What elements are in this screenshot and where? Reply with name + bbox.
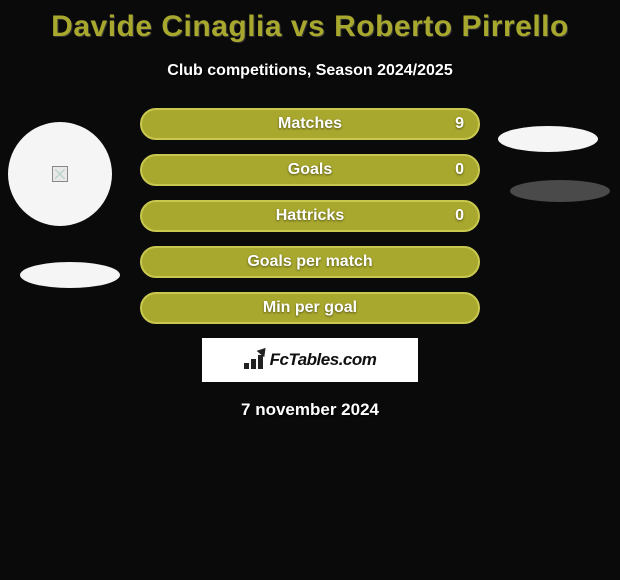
stat-value: 0 — [455, 161, 464, 179]
stat-bar-goals-per-match: Goals per match — [140, 246, 480, 278]
player2-ellipse-top — [498, 126, 598, 152]
stat-label: Goals — [288, 161, 332, 179]
content-area: Matches 9 Goals 0 Hattricks 0 Goals per … — [0, 108, 620, 420]
stat-value: 0 — [455, 207, 464, 225]
stat-bar-hattricks: Hattricks 0 — [140, 200, 480, 232]
player2-ellipse-bottom — [510, 180, 610, 202]
bar-chart-icon — [244, 351, 266, 369]
stat-label: Min per goal — [263, 299, 357, 317]
stat-label: Hattricks — [276, 207, 344, 225]
stat-value: 9 — [455, 115, 464, 133]
stat-label: Goals per match — [247, 253, 372, 271]
player1-shadow-ellipse — [20, 262, 120, 288]
stats-bars: Matches 9 Goals 0 Hattricks 0 Goals per … — [140, 108, 480, 324]
placeholder-image-icon — [52, 166, 68, 182]
logo-text: FcTables.com — [270, 350, 377, 370]
stat-label: Matches — [278, 115, 342, 133]
stat-bar-matches: Matches 9 — [140, 108, 480, 140]
comparison-title: Davide Cinaglia vs Roberto Pirrello — [0, 0, 620, 44]
stat-bar-goals: Goals 0 — [140, 154, 480, 186]
snapshot-date: 7 november 2024 — [0, 400, 620, 420]
player1-avatar — [8, 122, 112, 226]
fctables-logo: FcTables.com — [202, 338, 418, 382]
stat-bar-min-per-goal: Min per goal — [140, 292, 480, 324]
comparison-subtitle: Club competitions, Season 2024/2025 — [0, 62, 620, 80]
